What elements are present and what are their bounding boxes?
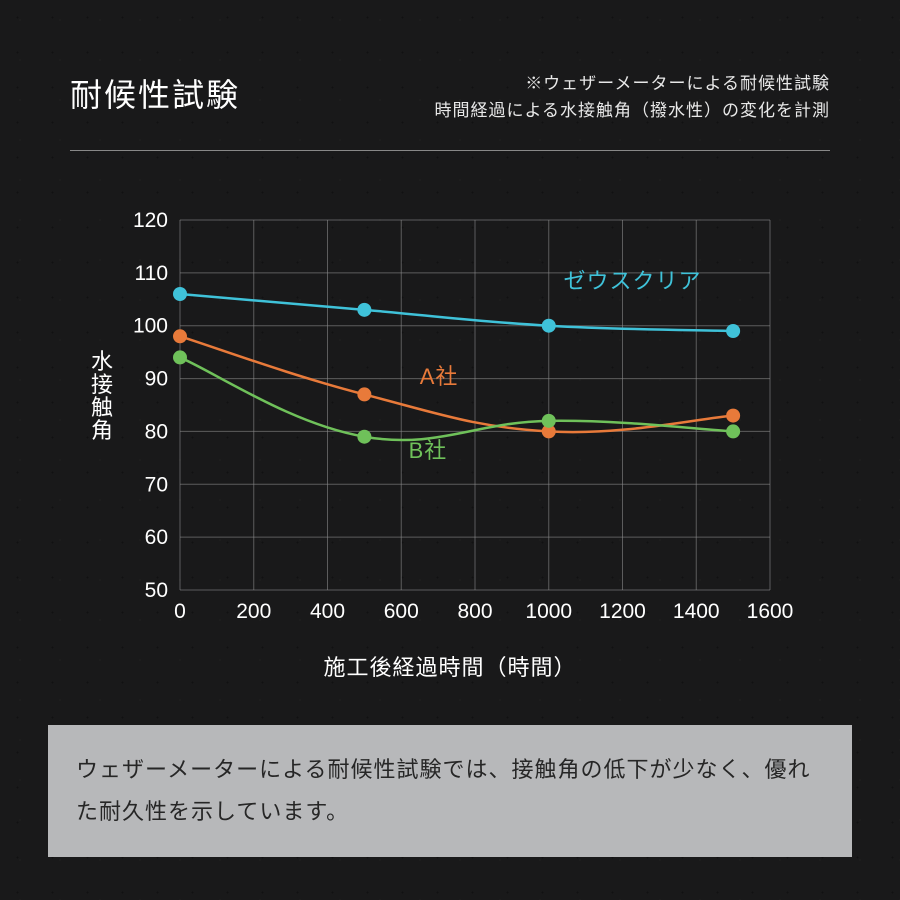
series-marker xyxy=(173,287,187,301)
x-tick-label: 1600 xyxy=(747,600,794,623)
y-tick-label: 70 xyxy=(145,473,168,496)
series-label: ゼウスクリア xyxy=(564,269,702,294)
caption-box: ウェザーメーターによる耐候性試験では、接触角の低下が少なく、優れた耐久性を示して… xyxy=(48,725,852,857)
y-axis-label: 水接触角 xyxy=(90,350,114,442)
series-marker xyxy=(726,324,740,338)
x-tick-label: 600 xyxy=(384,600,419,623)
x-tick-label: 400 xyxy=(310,600,345,623)
y-tick-label: 90 xyxy=(145,368,168,391)
x-tick-label: 800 xyxy=(457,600,492,623)
x-tick-label: 200 xyxy=(236,600,271,623)
series-marker xyxy=(726,409,740,423)
y-tick-label: 120 xyxy=(133,209,168,232)
y-tick-label: 110 xyxy=(135,262,168,285)
series-marker xyxy=(357,387,371,401)
series-marker xyxy=(726,424,740,438)
x-tick-label: 1000 xyxy=(525,600,572,623)
series-label: B社 xyxy=(409,438,448,463)
series-marker xyxy=(542,319,556,333)
subtitle-line-1: ※ウェザーメーターによる耐候性試験 xyxy=(525,74,830,93)
series-marker xyxy=(173,350,187,364)
series-marker xyxy=(357,303,371,317)
series-marker xyxy=(357,430,371,444)
series-label: A社 xyxy=(420,364,459,389)
series-marker xyxy=(542,414,556,428)
y-tick-label: 100 xyxy=(133,315,168,338)
y-tick-label: 50 xyxy=(145,579,168,602)
weather-test-chart: 0200400600800100012001400160050607080901… xyxy=(120,210,780,640)
page-title: 耐候性試験 xyxy=(70,70,240,116)
x-tick-label: 1400 xyxy=(673,600,720,623)
header-divider xyxy=(70,150,830,151)
series-marker xyxy=(173,329,187,343)
header: 耐候性試験 ※ウェザーメーターによる耐候性試験 時間経過による水接触角（撥水性）… xyxy=(70,70,830,124)
page-subtitle: ※ウェザーメーターによる耐候性試験 時間経過による水接触角（撥水性）の変化を計測 xyxy=(435,70,831,124)
subtitle-line-2: 時間経過による水接触角（撥水性）の変化を計測 xyxy=(435,101,831,120)
x-tick-label: 1200 xyxy=(599,600,646,623)
y-tick-label: 80 xyxy=(145,420,168,443)
x-tick-label: 0 xyxy=(174,600,186,623)
x-axis-label: 施工後経過時間（時間） xyxy=(0,650,900,682)
y-tick-label: 60 xyxy=(145,526,168,549)
